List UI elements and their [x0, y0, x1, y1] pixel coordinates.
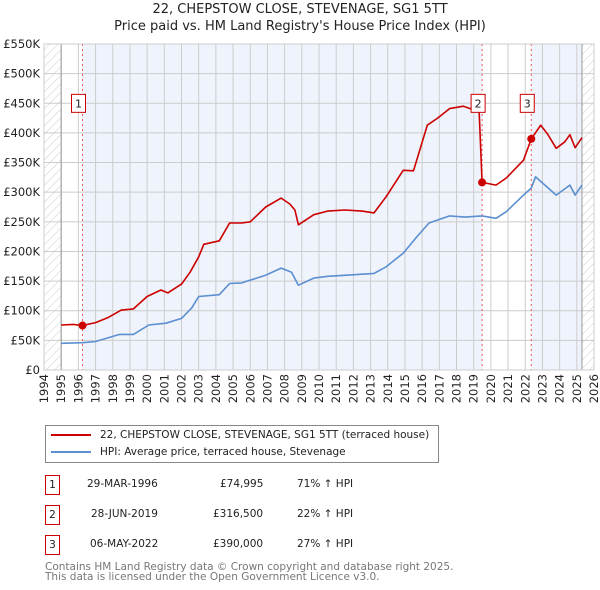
x-tick-label: 2009: [295, 374, 309, 403]
sale-label-box: [71, 93, 86, 113]
legend: 22, CHEPSTOW CLOSE, STEVENAGE, SG1 5TT (…: [45, 425, 439, 463]
x-tick-label: 2000: [140, 374, 154, 403]
x-tick-label: 2004: [209, 374, 223, 403]
x-tick-label: 2010: [312, 374, 326, 403]
x-tick-label: 2002: [175, 374, 189, 403]
property-price-line: [61, 102, 583, 327]
table-row: 3 06-MAY-2022 £390,000 27% ↑ HPI: [45, 535, 445, 555]
x-tick-label: 2008: [278, 374, 292, 403]
sale-hpi-change: 27% ↑ HPI: [297, 538, 354, 550]
y-tick-label: £150K: [3, 274, 40, 288]
hpi-line: [61, 176, 583, 345]
x-tick-label: 2016: [415, 374, 429, 403]
x-tick-label: 2024: [553, 374, 567, 403]
y-tick-label: £350K: [3, 156, 40, 170]
y-tick-label: £50K: [11, 333, 41, 347]
legend-swatch-red: [51, 434, 91, 436]
footer: Contains HM Land Registry data © Crown c…: [45, 561, 454, 583]
sale-point: [478, 178, 487, 187]
x-tick-label: 1995: [54, 374, 68, 403]
sale-label-box: [519, 93, 535, 113]
sale-price: £390,000: [213, 538, 264, 550]
y-tick-label: £400K: [3, 126, 40, 140]
table-row: 2 28-JUN-2019 £316,500 22% ↑ HPI: [45, 505, 445, 525]
x-tick-label: 2001: [157, 374, 171, 403]
x-tick-label: 2025: [570, 374, 584, 403]
x-tick-label: 1997: [89, 374, 103, 403]
x-tick-label: 2026: [587, 374, 600, 403]
sale-label: 1: [75, 97, 82, 110]
x-tick-label: 2018: [450, 374, 464, 403]
x-tick-label: 1996: [71, 374, 85, 403]
y-tick-label: £100K: [3, 304, 40, 318]
y-tick-label: £500K: [3, 67, 40, 81]
x-tick-label: 2017: [432, 374, 446, 403]
legend-item-property: 22, CHEPSTOW CLOSE, STEVENAGE, SG1 5TT (…: [51, 427, 429, 443]
y-tick-label: £200K: [3, 244, 40, 258]
legend-label: 22, CHEPSTOW CLOSE, STEVENAGE, SG1 5TT (…: [100, 429, 430, 441]
x-tick-label: 2021: [501, 374, 515, 403]
x-tick-label: 2013: [364, 374, 378, 403]
chart-subtitle: Price paid vs. HM Land Registry's House …: [114, 19, 486, 34]
sale-date: 28-JUN-2019: [91, 508, 158, 520]
sale-marker-badge: 1: [45, 475, 60, 495]
x-tick-label: 1999: [123, 374, 137, 403]
sale-date: 29-MAR-1996: [87, 478, 158, 490]
sale-hpi-change: 22% ↑ HPI: [297, 508, 354, 520]
y-tick-label: £0: [25, 363, 40, 377]
x-tick-label: 2005: [226, 374, 240, 403]
x-tick-label: 1998: [106, 374, 120, 403]
ownership-shade: [531, 44, 582, 370]
sale-hpi-change: 71% ↑ HPI: [297, 478, 354, 490]
price-chart: £0 £50K £100K £150K £200K £250K £300K £350K £400…: [3, 37, 600, 403]
x-tick-label: 2006: [243, 374, 257, 403]
legend-item-hpi: HPI: Average price, terraced house, Stev…: [51, 444, 346, 460]
chart-title: 22, CHEPSTOW CLOSE, STEVENAGE, SG1 5TT: [152, 2, 448, 17]
y-tick-label: £250K: [3, 215, 40, 229]
x-tick-label: 2015: [398, 374, 412, 403]
x-tick-label: 2022: [518, 374, 532, 403]
sale-label: 2: [475, 97, 482, 110]
sale-marker-badge: 3: [45, 535, 60, 555]
x-tick-label: 2019: [467, 374, 481, 403]
y-tick-label: £450K: [3, 96, 40, 110]
x-tick-label: 2023: [535, 374, 549, 403]
x-tick-label: 2020: [484, 374, 498, 403]
sale-price: £74,995: [220, 478, 264, 490]
sale-point: [527, 134, 536, 143]
sale-label-box: [470, 93, 486, 113]
ownership-shade: [82, 44, 483, 370]
footer-licence: This data is licensed under the Open Gov…: [45, 571, 380, 583]
sale-price: £316,500: [213, 508, 264, 520]
legend-swatch-blue: [51, 451, 91, 453]
x-tick-label: 2014: [381, 374, 395, 403]
x-tick-label: 2012: [346, 374, 360, 403]
x-tick-label: 1994: [37, 374, 51, 403]
y-tick-label: £300K: [3, 185, 40, 199]
no-data-hatch-left: [44, 44, 62, 370]
no-data-hatch-right: [581, 44, 594, 370]
x-tick-label: 2011: [329, 374, 343, 403]
y-tick-label: £550K: [3, 37, 40, 51]
sale-marker-badge: 2: [45, 505, 60, 525]
x-tick-label: 2007: [260, 374, 274, 403]
x-tick-label: 2003: [192, 374, 206, 403]
sale-point: [78, 321, 87, 330]
sale-label: 3: [524, 97, 531, 110]
plot-border: [43, 43, 595, 371]
table-row: 1 29-MAR-1996 £74,995 71% ↑ HPI: [45, 475, 445, 495]
footer-copyright: Contains HM Land Registry data © Crown c…: [45, 561, 454, 573]
sale-date: 06-MAY-2022: [90, 538, 159, 550]
legend-label: HPI: Average price, terraced house, Stev…: [100, 446, 346, 458]
